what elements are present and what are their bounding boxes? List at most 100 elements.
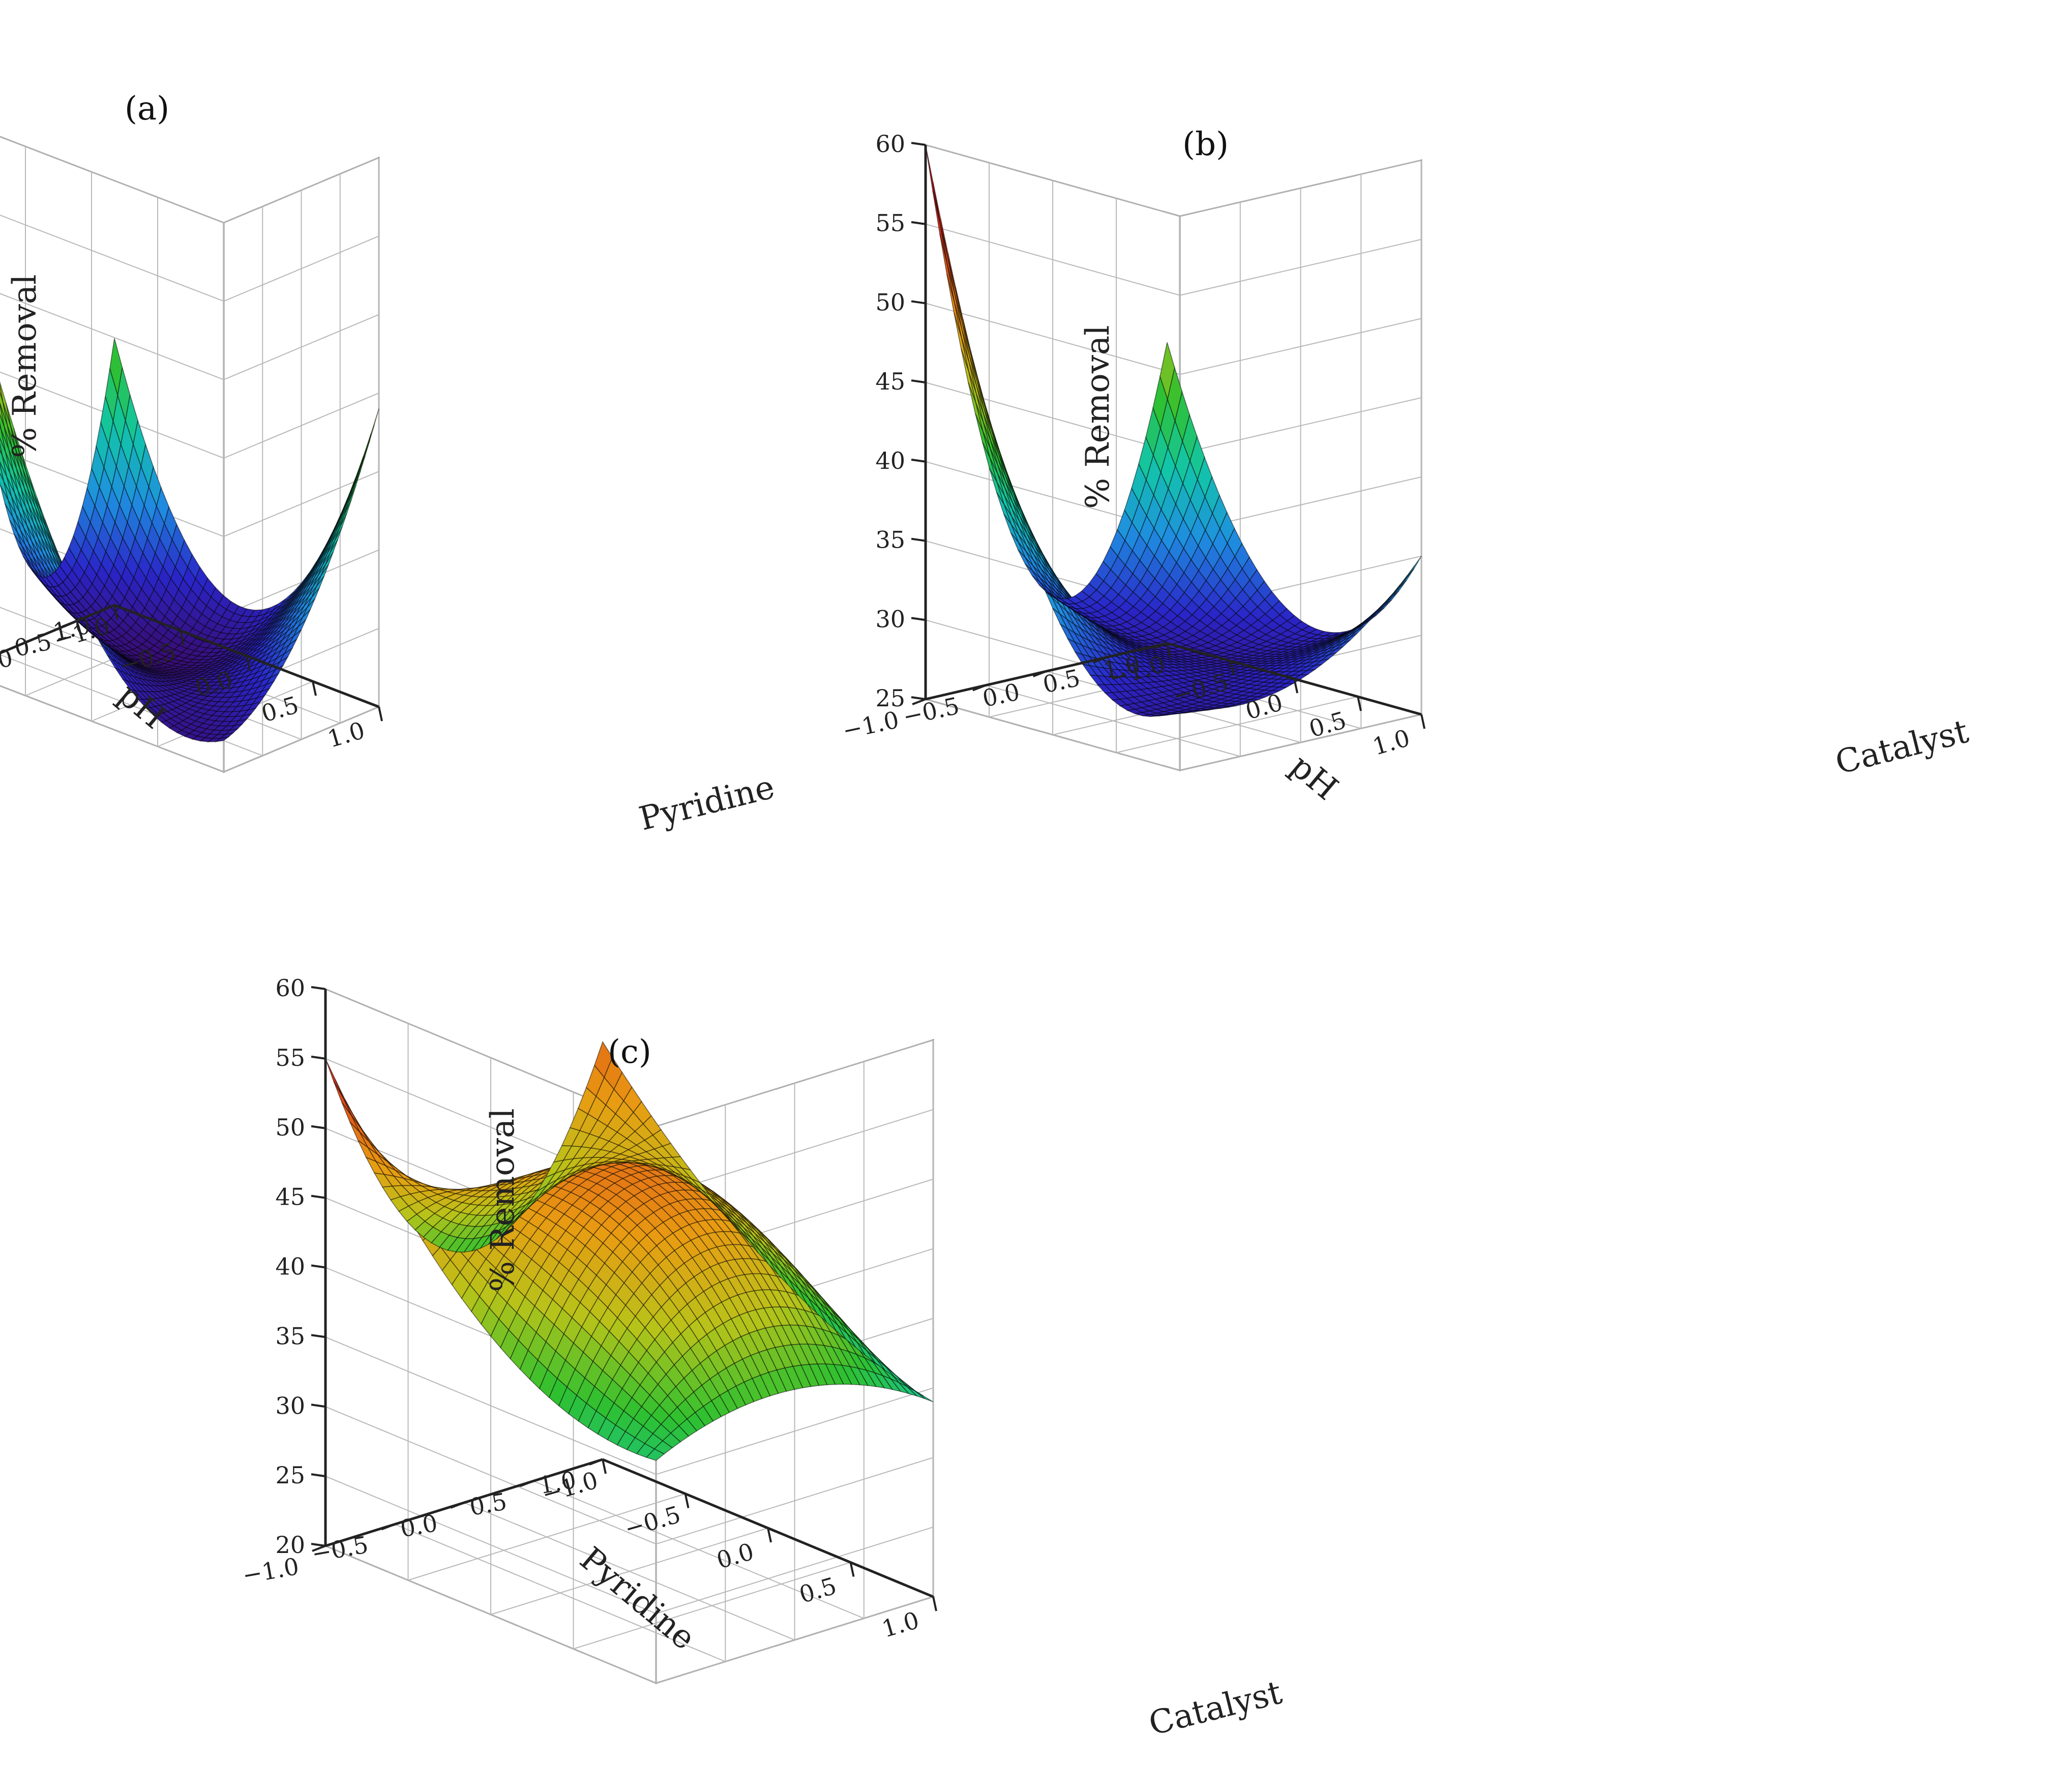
z-axis-label: % Removal <box>484 1108 522 1292</box>
z-tick <box>911 221 926 225</box>
z-tick-label: 45 <box>275 1183 305 1211</box>
y-tick <box>246 655 251 671</box>
wall-grid-line <box>0 293 379 380</box>
panel-a: 2530354045505560−1.0−0.50.00.51.0−1.0−0.… <box>0 90 778 838</box>
floor-grid-line <box>1116 696 1358 753</box>
y-tick <box>684 1494 690 1508</box>
floor-grid-line <box>394 1524 726 1662</box>
surface-patch <box>0 442 3 456</box>
panel-label: (b) <box>1182 126 1229 163</box>
z-tick-label: 45 <box>875 368 905 395</box>
y-axis-label: Pyridine <box>636 768 779 838</box>
x-axis-label: Pyridine <box>573 1540 702 1658</box>
wall-grid-line <box>0 685 379 773</box>
y-axis-label: Catalyst <box>1145 1674 1286 1743</box>
surface-patch <box>925 144 941 225</box>
z-tick-label: 30 <box>275 1392 305 1419</box>
z-tick-label: 40 <box>875 447 905 474</box>
x-tick-label: 1.0 <box>537 1466 578 1500</box>
z-tick <box>911 696 926 700</box>
y-tick-label: 0.5 <box>258 691 302 728</box>
z-tick-label: 25 <box>875 684 905 712</box>
wall-grid-line <box>0 450 379 537</box>
y-tick <box>312 681 317 696</box>
x-tick <box>1093 656 1107 664</box>
wall-grid-line <box>0 214 379 302</box>
x-tick <box>23 637 38 644</box>
surface-patch <box>341 1102 360 1132</box>
z-axis-label: % Removal <box>1079 325 1117 509</box>
surface-patch <box>1160 342 1175 401</box>
panel-label: (c) <box>608 1033 651 1071</box>
x-tick-label: −1.0 <box>840 706 901 744</box>
z-tick <box>311 1194 326 1199</box>
x-tick <box>1032 670 1047 677</box>
z-tick <box>311 1403 326 1408</box>
x-tick <box>450 1502 465 1509</box>
z-tick-label: 40 <box>275 1253 305 1280</box>
wall-grid-line <box>925 303 1422 375</box>
surface-patch <box>333 1081 352 1116</box>
floor-grid-line <box>464 1502 795 1640</box>
y-tick <box>932 1596 937 1611</box>
x-tick-label: 0.5 <box>467 1487 509 1521</box>
wall-grid-line <box>325 1336 934 1475</box>
y-tick <box>1293 678 1298 694</box>
z-axis-label: % Removal <box>6 274 44 458</box>
z-tick <box>911 537 926 542</box>
z-tick <box>311 1473 326 1478</box>
x-tick-label: −0.5 <box>901 692 962 730</box>
y-tick-label: 1.0 <box>1370 724 1413 761</box>
x-tick <box>972 684 987 692</box>
wall-grid-line <box>925 699 1422 771</box>
y-tick <box>113 605 118 620</box>
x-tick <box>381 1523 395 1531</box>
z-tick-label: 50 <box>275 1114 305 1141</box>
z-tick <box>311 1334 326 1338</box>
x-tick <box>312 1545 326 1552</box>
surface-patch <box>594 1040 613 1079</box>
z-tick-label: 60 <box>875 130 905 158</box>
x-tick-label: −1.0 <box>241 1552 301 1590</box>
wall-grid-line <box>925 223 1422 296</box>
y-tick-label: −0.5 <box>621 1501 684 1543</box>
z-tick <box>311 1264 326 1269</box>
y-tick <box>849 1562 855 1577</box>
response-surface <box>325 1040 934 1461</box>
wall-grid-line <box>325 1406 934 1545</box>
x-tick-label: 0.0 <box>398 1509 439 1543</box>
z-tick <box>911 300 926 305</box>
floor-grid-line <box>573 1562 851 1650</box>
wall-grid-line <box>325 1545 934 1684</box>
z-tick <box>311 1543 326 1547</box>
z-tick-label: 35 <box>275 1322 305 1350</box>
floor-grid-line <box>986 684 1241 757</box>
y-tick <box>180 630 185 645</box>
y-tick <box>1420 714 1425 729</box>
z-tick <box>311 1125 326 1129</box>
panel-c: 202530354045505560−1.0−0.50.00.51.0−1.0−… <box>241 974 1286 1743</box>
surface-patch <box>939 233 955 303</box>
x-tick-label: 0.5 <box>1041 664 1083 698</box>
x-tick <box>912 698 926 705</box>
z-tick-label: 60 <box>275 974 305 1002</box>
z-tick-label: 55 <box>275 1044 305 1071</box>
z-tick <box>911 379 926 384</box>
z-tick <box>911 458 926 463</box>
x-tick <box>62 620 76 628</box>
y-tick <box>1230 661 1235 676</box>
z-tick <box>311 986 326 990</box>
z-tick-label: 25 <box>275 1461 305 1489</box>
wall-grid-line <box>0 371 379 459</box>
y-tick <box>378 706 383 722</box>
z-tick <box>911 617 926 621</box>
y-tick-label: 0.5 <box>1306 706 1349 743</box>
z-tick-label: 55 <box>875 210 905 237</box>
x-tick <box>101 604 115 611</box>
z-tick-label: 30 <box>875 605 905 633</box>
wall-grid-line <box>0 136 379 224</box>
x-tick <box>589 1458 603 1466</box>
